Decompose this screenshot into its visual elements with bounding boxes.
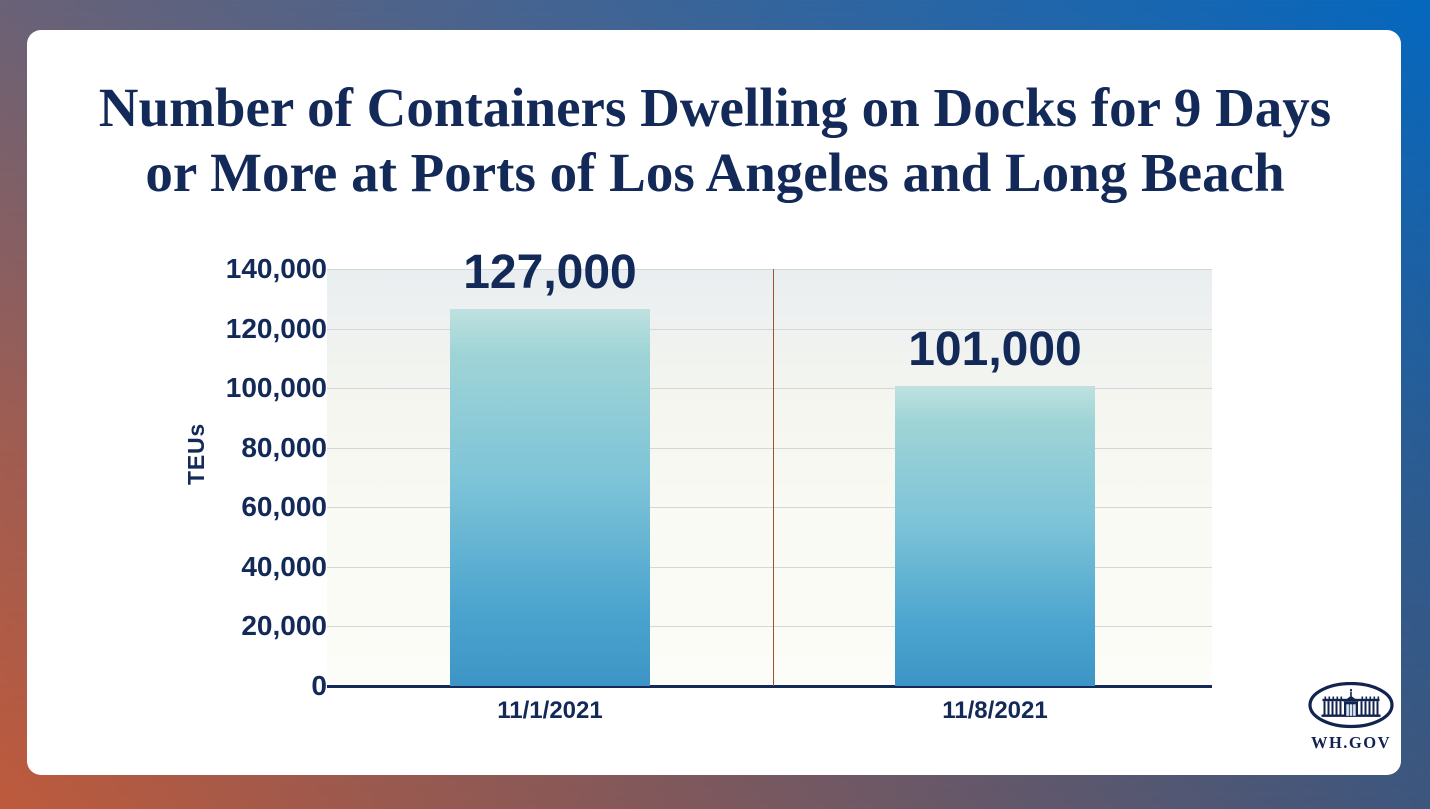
svg-text:WH.GOV: WH.GOV [1311,733,1391,752]
